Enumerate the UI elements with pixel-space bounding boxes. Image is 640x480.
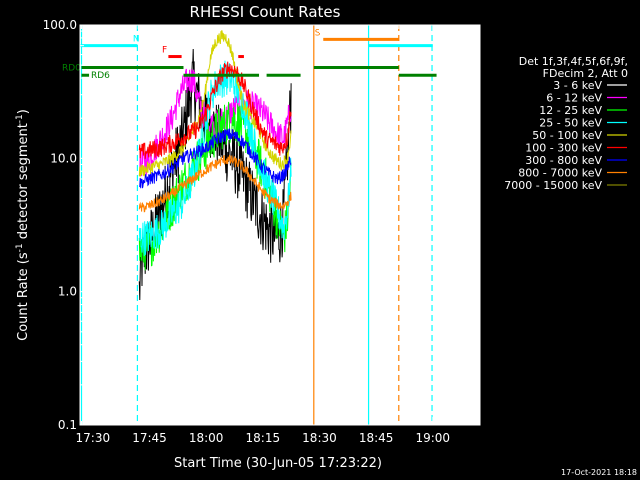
series-800-7000keV-line bbox=[138, 154, 292, 213]
x-tick-label: 17:45 bbox=[132, 431, 167, 445]
marker-N-label: N bbox=[133, 35, 140, 45]
marker-RD0-label: RD0 bbox=[62, 64, 81, 74]
series-lines bbox=[138, 30, 292, 301]
marker-S-label: S bbox=[315, 28, 321, 38]
legend-header: FDecim 2, Att 0 bbox=[543, 67, 628, 80]
series-300-800keV-line bbox=[139, 128, 292, 189]
legend-entry-label: 50 - 100 keV bbox=[532, 129, 602, 142]
y-axis: 0.1 1.0 10.0 100.0 bbox=[43, 18, 480, 432]
legend-entry-label: 6 - 12 keV bbox=[546, 92, 602, 105]
y-tick-label: 0.1 bbox=[58, 418, 77, 432]
x-tick-label: 18:45 bbox=[359, 431, 394, 445]
marker-RD6-label: RD6 bbox=[91, 71, 110, 81]
x-axis: 17:30 17:45 18:00 18:15 18:30 18:45 19:00 bbox=[76, 25, 479, 445]
series-3-6keV-line bbox=[138, 48, 292, 301]
legend: Det 1f,3f,4f,5f,6f,9f,FDecim 2, Att 03 -… bbox=[504, 55, 628, 192]
legend-entry-label: 800 - 7000 keV bbox=[518, 167, 602, 180]
y-tick-label: 1.0 bbox=[58, 285, 77, 299]
legend-entry-label: 3 - 6 keV bbox=[553, 79, 602, 92]
legend-entry-label: 100 - 300 keV bbox=[525, 142, 602, 155]
attenuator-markers: N F S RD0 RD6 bbox=[62, 28, 437, 81]
x-tick-label: 19:00 bbox=[415, 431, 450, 445]
legend-entry-label: 12 - 25 keV bbox=[539, 104, 602, 117]
chart-title: RHESSI Count Rates bbox=[190, 3, 341, 21]
vertical-lines bbox=[80, 25, 433, 425]
footer-timestamp: 17-Oct-2021 18:18 bbox=[561, 468, 637, 477]
y-tick-label: 100.0 bbox=[43, 18, 77, 32]
x-axis-label: Start Time (30-Jun-05 17:23:22) bbox=[174, 456, 382, 471]
series-50-100keV-line bbox=[138, 30, 292, 178]
legend-header: Det 1f,3f,4f,5f,6f,9f, bbox=[519, 55, 628, 68]
plot-frame bbox=[79, 24, 481, 426]
legend-entry-label: 300 - 800 keV bbox=[525, 154, 602, 167]
x-tick-label: 18:30 bbox=[302, 431, 337, 445]
y-tick-label: 10.0 bbox=[50, 151, 77, 165]
legend-entry-label: 7000 - 15000 keV bbox=[504, 179, 602, 192]
series-100-300keV-line bbox=[138, 61, 292, 159]
marker-F-label: F bbox=[162, 46, 167, 56]
x-tick-label: 17:30 bbox=[76, 431, 111, 445]
x-tick-label: 18:00 bbox=[189, 431, 224, 445]
legend-entry-label: 25 - 50 keV bbox=[539, 117, 602, 130]
x-tick-label: 18:15 bbox=[246, 431, 281, 445]
y-axis-label: Count Rate (s-1 detector segment-1) bbox=[15, 109, 31, 341]
